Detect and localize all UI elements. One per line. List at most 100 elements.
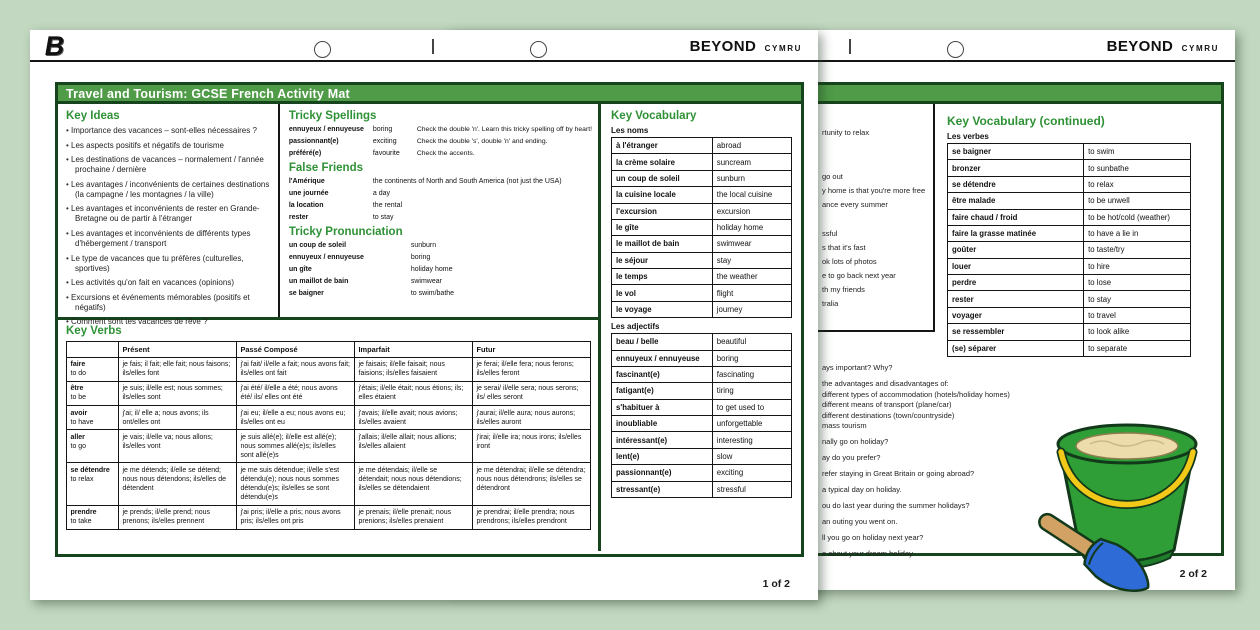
present-cell: je vais; il/elle va; nous allons; ils/el… xyxy=(118,429,237,464)
page-number: 2 of 2 xyxy=(1179,568,1207,580)
vocab-french: bronzer xyxy=(946,159,1085,177)
vocab-row: louer to hire xyxy=(946,257,1191,276)
vocab-french: beau / belle xyxy=(611,333,713,351)
verb-infinitive: être xyxy=(70,385,84,393)
vocab-english: slow xyxy=(711,447,793,466)
vocab-row: lent(e) slow xyxy=(611,447,793,466)
vocab-english: to lose xyxy=(1083,273,1191,292)
vocab-row: inoubliable unforgettable xyxy=(611,414,793,433)
clipped-text-line: ssful xyxy=(822,229,838,238)
question-line: ay do you prefer? xyxy=(822,453,881,462)
page-1: B BEYOND CYMRU Travel and Tourism: GCSE … xyxy=(30,30,818,600)
english-term: the continents of North and South Americ… xyxy=(372,178,562,185)
question-line: ays important? Why? xyxy=(822,363,893,372)
verb-translation: to relax xyxy=(70,476,94,484)
verb-row: faire to do je fais; il fait; elle fait;… xyxy=(66,356,591,382)
vocab-english: to swim xyxy=(1083,142,1191,161)
question-line: different destinations (town/countryside… xyxy=(822,410,955,420)
vocab-english: to be hot/cold (weather) xyxy=(1083,208,1191,226)
present-cell: j'ai; il/ elle a; nous avons; ils ont/el… xyxy=(118,404,237,431)
vocab-row: l'excursion excursion xyxy=(611,202,793,220)
pronunciation-row: un maillot de bain swimwear xyxy=(289,278,592,285)
verb-table-header: Futur xyxy=(472,341,591,358)
tricky-spelling-row: passionnant(e) exciting Check the double… xyxy=(289,138,592,145)
vocab-french: le vol xyxy=(611,284,713,302)
vocab-row: s'habituer à to get used to xyxy=(611,398,793,417)
vocab-row: faire chaud / froid to be hot/cold (weat… xyxy=(946,208,1191,226)
vocab-french: intéressant(e) xyxy=(611,431,713,449)
brand-wordmark: BEYOND CYMRU xyxy=(690,38,802,56)
passe-compose-cell: j'ai pris; il/elle a pris; nous avons pr… xyxy=(236,504,355,531)
vocab-french: inoubliable xyxy=(611,414,713,433)
vocab-french: la cuisine locale xyxy=(611,186,713,204)
section-heading: Key Vocabulary (continued) xyxy=(947,114,1105,128)
question-line: different types of accommodation (hotels… xyxy=(822,389,1010,399)
false-friends-section: False Friends l'Amérique the continents … xyxy=(289,162,592,221)
false-friend-row: l'Amérique the continents of North and S… xyxy=(289,178,592,185)
clipped-text-line: go out xyxy=(822,172,843,181)
discussion-questions-clipped: ays important? Why? the advantages and di… xyxy=(475,332,1221,558)
vocab-row: le séjour stay xyxy=(611,251,793,270)
futur-cell: je me détendrai; il/elle se détendra; no… xyxy=(472,462,591,506)
verb-row: se détendre to relax je me détends; il/e… xyxy=(66,462,591,506)
clipped-text-line: y home is that you're more free xyxy=(822,186,926,195)
verb-translation: to have xyxy=(70,418,94,426)
vocab-french: faire chaud / froid xyxy=(946,208,1085,226)
spelling-note: Check the double 's', double 'n' and end… xyxy=(416,138,548,145)
english-term: exciting xyxy=(372,138,397,145)
vocab-french: faire la grasse matinée xyxy=(946,224,1085,243)
vocab-french: ennuyeux / ennuyeuse xyxy=(611,349,713,367)
french-term: un coup de soleil xyxy=(288,242,347,249)
verb-table-header: Imparfait xyxy=(354,341,473,358)
vocab-french: le séjour xyxy=(611,251,713,270)
present-cell: je suis; il/elle est; nous sommes; ils/e… xyxy=(118,380,237,407)
key-idea-bullet: Les avantages / inconvénients de certain… xyxy=(66,180,271,200)
question-line: mass tourism xyxy=(822,421,867,430)
vocab-row: le vol flight xyxy=(611,284,793,302)
english-term: the rental xyxy=(372,202,403,209)
french-term: un maillot de bain xyxy=(288,278,349,285)
vocab-english: excursion xyxy=(711,202,793,220)
futur-cell: j'aurai; il/elle aura; nous aurons; ils/… xyxy=(472,404,591,431)
key-idea-bullet: Les aspects positifs et négatifs de tour… xyxy=(66,141,271,151)
punch-hole-icon xyxy=(314,41,331,58)
present-cell: je prends; il/elle prend; nous prenons; … xyxy=(118,504,237,531)
vocab-english: the weather xyxy=(711,267,793,286)
bucket-spade-svg xyxy=(1038,423,1198,592)
key-ideas-section: Key Ideas Importance des vacances – sont… xyxy=(58,104,280,326)
vocab-french: être malade xyxy=(946,192,1085,210)
pronunciation-row: un coup de soleil sunburn xyxy=(289,242,592,249)
verb-translation: to go xyxy=(70,442,87,450)
page-number: 1 of 2 xyxy=(762,578,790,590)
clipped-text-group: go out y home is that you're more free anc… xyxy=(822,170,925,212)
question-line: refer staying in Great Britain or going … xyxy=(822,469,975,478)
vocab-english: boring xyxy=(711,349,793,367)
vocab-english: beautiful xyxy=(711,333,793,351)
vocab-subheading: Les noms xyxy=(611,126,649,135)
futur-cell: je ferai; il/elle fera; nous ferons; ils… xyxy=(472,356,591,382)
vocab-row: rester to stay xyxy=(946,290,1191,308)
question-line: ll you go on holiday next year? xyxy=(822,533,924,542)
vocab-row: stressant(e) stressful xyxy=(611,480,793,498)
vocab-english: sunburn xyxy=(711,169,793,188)
key-idea-bullet: Les avantages et inconvénients de différ… xyxy=(66,229,271,249)
vocab-row: fascinant(e) fascinating xyxy=(611,365,793,384)
vocab-french: le gîte xyxy=(611,218,713,237)
clipped-text-line: ok lots of photos xyxy=(822,257,877,266)
vocab-english: to travel xyxy=(1083,306,1191,325)
vocab-row: se baigner to swim xyxy=(946,142,1191,161)
page2-left-column-clipped: rtunity to relax go out y home is that yo… xyxy=(475,104,935,332)
verb-infinitive: avoir xyxy=(70,409,88,417)
verb-translation: to take xyxy=(70,518,92,526)
vocab-french: à l'étranger xyxy=(611,136,713,155)
french-term: l'Amérique xyxy=(288,178,325,185)
english-term: to swim/bathe xyxy=(410,290,455,297)
vocab-english: tiring xyxy=(711,382,793,400)
vocab-french: fatigant(e) xyxy=(611,382,713,400)
key-idea-bullet: Importance des vacances – sont-elles néc… xyxy=(66,126,271,136)
vocab-french: perdre xyxy=(946,273,1085,292)
vocab-english: to stay xyxy=(1083,290,1191,308)
vocab-english: to sunbathe xyxy=(1083,159,1191,177)
brand-wordmark: BEYOND CYMRU xyxy=(1107,38,1219,56)
verb-row: prendre to take je prends; il/elle prend… xyxy=(66,504,591,531)
